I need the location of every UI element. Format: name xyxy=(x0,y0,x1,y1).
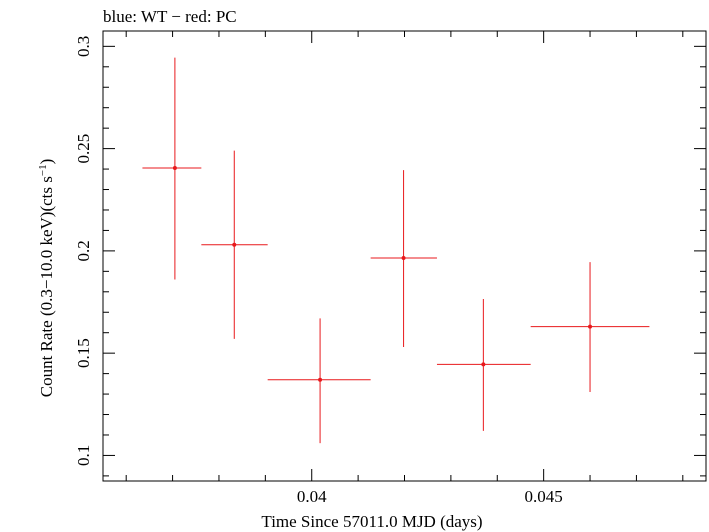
data-point xyxy=(201,150,268,339)
y-axis-label-main: Count Rate (0.3−10.0 keV)(cts s xyxy=(37,176,56,397)
y-tick-label: 0.25 xyxy=(74,134,93,164)
x-tick-label: 0.04 xyxy=(297,487,327,506)
y-axis-label-end: ) xyxy=(37,159,56,165)
data-marker xyxy=(232,242,237,247)
data-marker xyxy=(318,377,323,382)
y-axis-label: Count Rate (0.3−10.0 keV)(cts s−1) xyxy=(37,159,56,398)
y-tick-label: 0.3 xyxy=(74,36,93,57)
data-marker xyxy=(172,166,177,171)
x-axis-label: Time Since 57011.0 MJD (days) xyxy=(261,512,482,531)
chart-title: blue: WT − red: PC xyxy=(103,7,237,26)
axis-tick-labels: 0.04 0.045 0.1 0.15 0.2 0.25 0.3 xyxy=(74,36,563,506)
axis-ticks xyxy=(103,31,706,481)
data-marker xyxy=(481,362,486,367)
data-marker xyxy=(588,324,593,329)
data-point xyxy=(142,57,202,280)
y-tick-label: 0.1 xyxy=(74,445,93,466)
data-point xyxy=(436,298,531,431)
x-tick-label: 0.045 xyxy=(525,487,563,506)
data-point xyxy=(530,262,650,393)
data-points xyxy=(142,57,650,444)
y-axis-label-superscript: −1 xyxy=(37,164,49,176)
data-marker xyxy=(401,256,406,261)
data-point xyxy=(370,170,437,348)
y-tick-label: 0.2 xyxy=(74,240,93,261)
y-tick-label: 0.15 xyxy=(74,338,93,368)
data-point xyxy=(267,318,371,444)
plot-frame xyxy=(102,30,707,482)
